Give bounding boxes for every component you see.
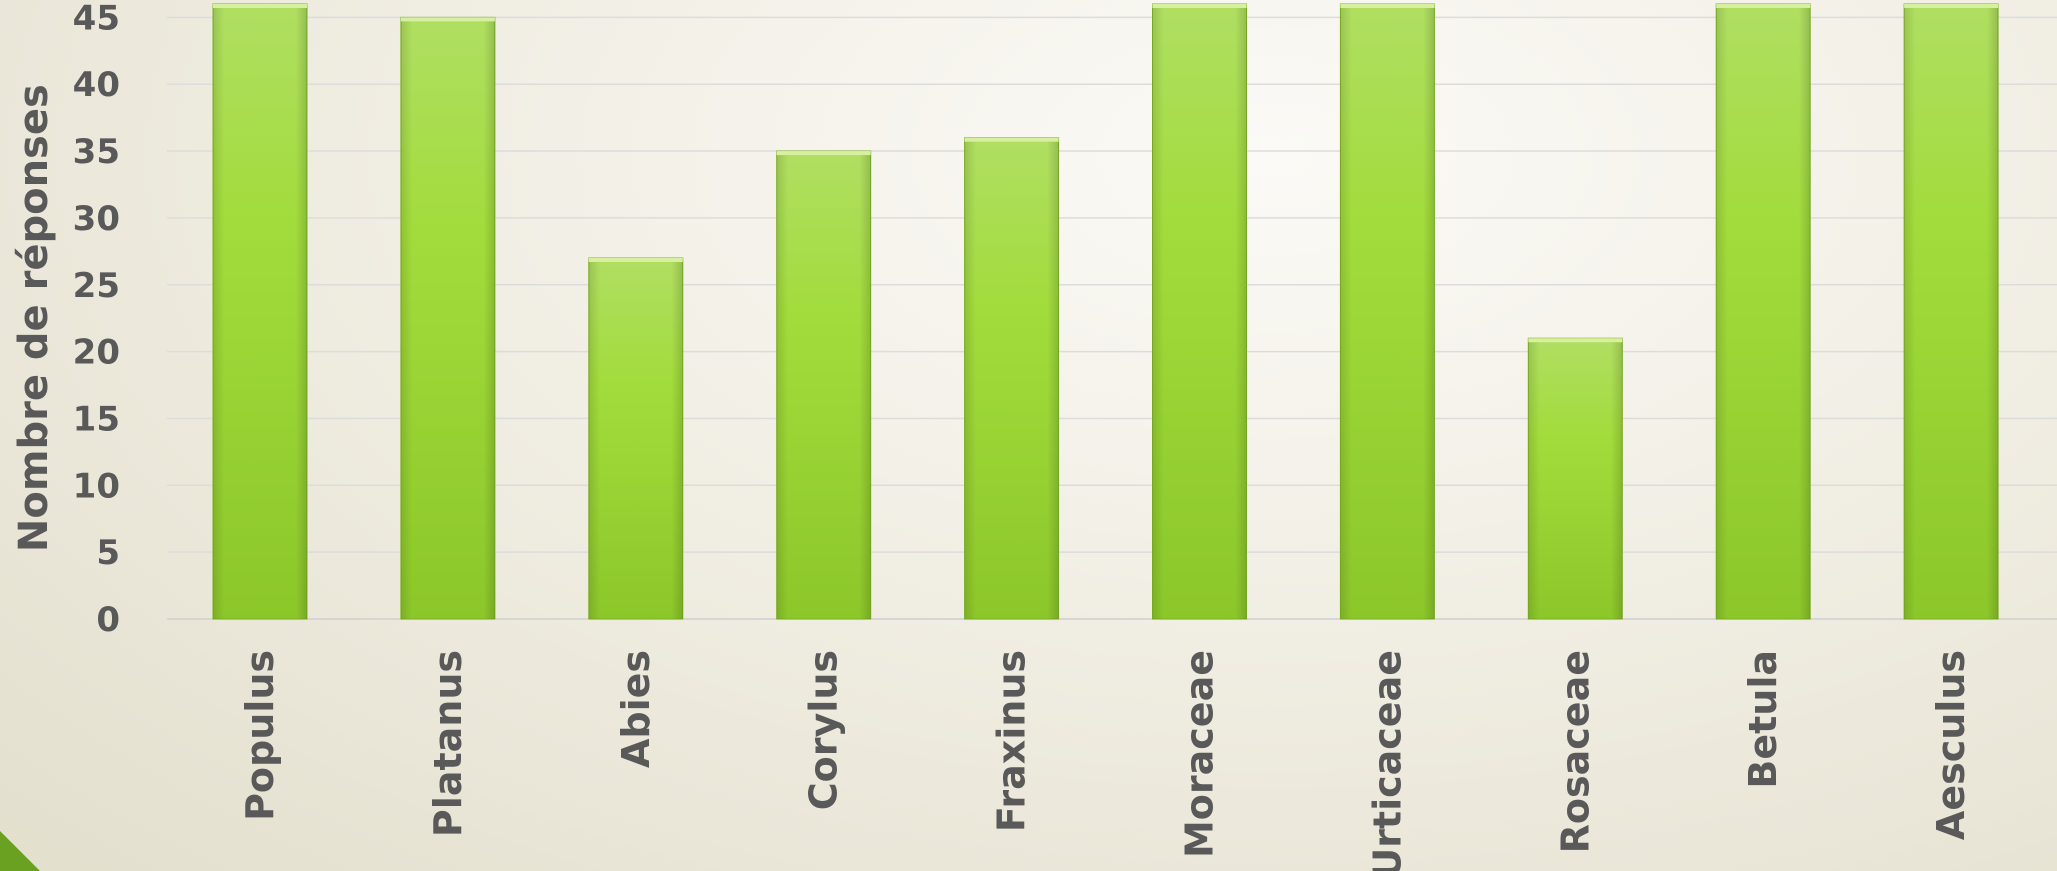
bar-shading (1152, 4, 1247, 619)
y-tick-label: 45 (73, 0, 120, 38)
x-tick-label: Moraceae (1178, 650, 1222, 858)
x-axis-labels: Populus Platanus Abies Corylus Fraxinus Morac… (238, 650, 1973, 871)
bar-shading (400, 17, 495, 620)
bar (588, 257, 684, 620)
y-axis-title: Nombre de réponses (11, 84, 57, 552)
x-tick-label: Rosaceae (1553, 650, 1597, 853)
y-tick-label: 20 (73, 333, 120, 373)
bar-top-highlight (1904, 4, 1999, 8)
bar-top-highlight (588, 258, 683, 263)
bars (212, 3, 1999, 620)
bar-top-highlight (213, 4, 307, 8)
x-tick-label: Aesculus (1929, 650, 1973, 840)
bar-top-highlight (964, 137, 1059, 142)
y-tick-label: 25 (73, 266, 120, 306)
y-tick-label: 0 (96, 600, 120, 640)
x-tick-label: Corylus (802, 650, 846, 810)
bar-shading (1716, 4, 1811, 619)
y-tick-label: 5 (96, 533, 120, 573)
x-tick-label: Fraxinus (990, 650, 1034, 832)
bar-shading (213, 4, 307, 619)
bar-shading (1904, 4, 1999, 619)
bar-shading (1340, 4, 1435, 619)
y-tick-label: 30 (73, 199, 120, 239)
x-tick-label: Urticaceae (1365, 650, 1409, 871)
bar (212, 3, 308, 620)
y-axis-ticks: 0 5 10 15 20 25 30 35 40 45 (73, 0, 120, 640)
bar-top-highlight (1340, 4, 1435, 8)
y-tick-label: 15 (73, 399, 120, 439)
bar (1715, 3, 1811, 620)
bar-top-highlight (776, 151, 871, 156)
bar (1339, 3, 1435, 620)
bar-top-highlight (400, 17, 495, 22)
x-tick-label: Betula (1741, 650, 1785, 789)
corner-accent (0, 831, 40, 871)
y-tick-label: 35 (73, 132, 120, 172)
x-tick-label: Platanus (426, 650, 470, 837)
bar (776, 150, 872, 620)
x-tick-label: Abies (614, 650, 658, 768)
bar-shading (776, 151, 871, 620)
x-tick-label: Populus (238, 650, 282, 821)
bar-shading (1528, 338, 1623, 619)
bar-shading (964, 137, 1059, 619)
y-tick-label: 40 (73, 65, 120, 105)
bar (964, 137, 1060, 620)
bar-shading (588, 258, 683, 619)
y-tick-label: 10 (73, 466, 120, 506)
bar-top-highlight (1528, 338, 1623, 343)
bar (1527, 337, 1623, 620)
bar-top-highlight (1152, 4, 1247, 8)
bar (1903, 3, 1999, 620)
bar (1152, 3, 1247, 620)
bar (400, 16, 496, 620)
bar-top-highlight (1716, 4, 1811, 8)
